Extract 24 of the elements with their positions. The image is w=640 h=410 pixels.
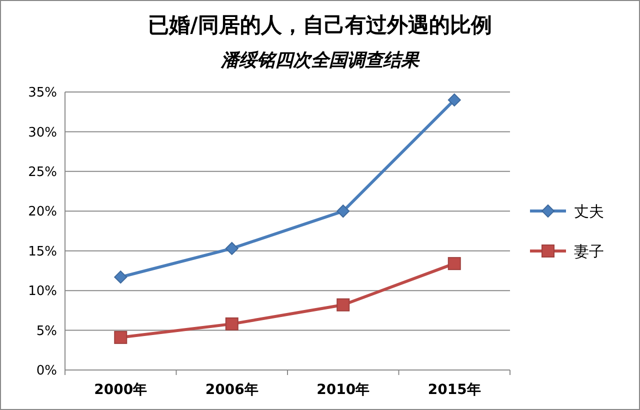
y-tick-label: 0% (36, 364, 57, 379)
point (114, 330, 128, 344)
x-tick-label: 2015年 (428, 382, 481, 398)
point (114, 270, 128, 284)
y-tick-label: 10% (28, 284, 57, 300)
y-tick-label: 15% (28, 244, 57, 260)
point (336, 298, 350, 312)
legend-label: 丈夫 (574, 202, 604, 220)
point (225, 242, 238, 255)
point (336, 204, 350, 218)
y-tick-label: 5% (36, 324, 57, 339)
point (448, 93, 461, 106)
x-tick-label: 2010年 (316, 382, 370, 398)
y-tick-label: 25% (28, 164, 57, 180)
x-tick-label: 2000年 (94, 382, 148, 398)
y-tick-label: 30% (28, 125, 57, 140)
point (225, 317, 238, 330)
y-tick-label: 20% (28, 204, 57, 220)
y-tick-label: 35% (28, 86, 57, 101)
chart-title: 已婚/同居的人，自己有过外遇的比例 (148, 12, 492, 37)
legend-label: 妻子 (574, 242, 604, 260)
x-tick-label: 2006年 (205, 382, 258, 398)
chart-subtitle: 潘绥铭四次全国调查结果 (220, 50, 421, 71)
point (448, 257, 461, 270)
